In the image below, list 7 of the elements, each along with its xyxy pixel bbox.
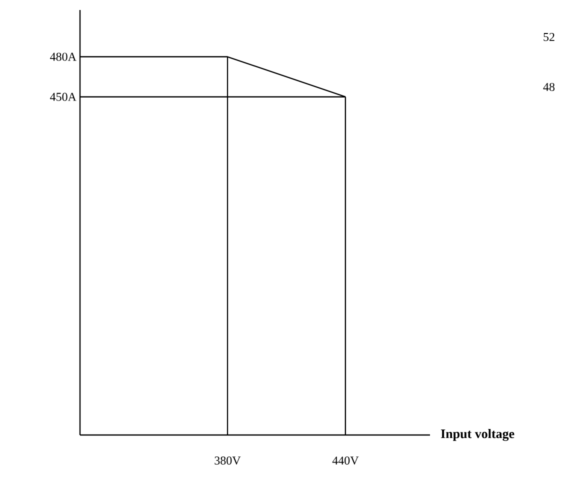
y-tick-label: 450A (50, 92, 76, 101)
text: 48 (543, 82, 555, 92)
x-tick-label: 440V (332, 456, 359, 465)
x-tick-label: 380V (214, 456, 241, 465)
x-axis-title: Input voltage (440, 429, 514, 441)
text: 52 (544, 32, 554, 42)
y-tick-label: 480A (50, 52, 76, 61)
